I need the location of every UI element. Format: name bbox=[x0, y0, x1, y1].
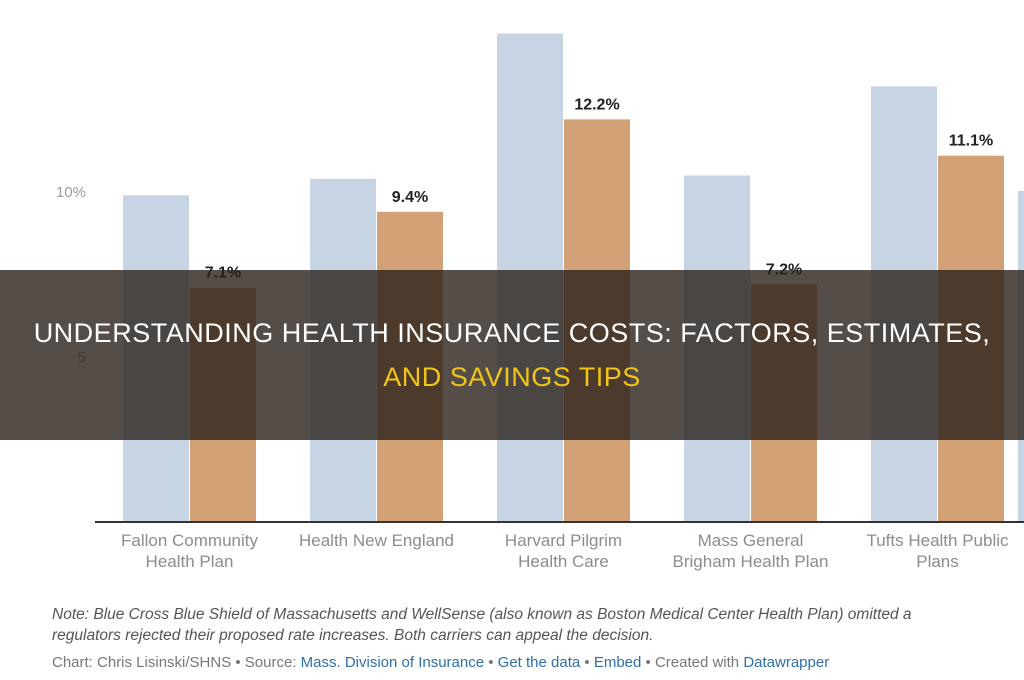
chart-credits: Chart: Chris Lisinski/SHNS • Source: Mas… bbox=[52, 652, 1022, 673]
credits-created-prefix: • Created with bbox=[641, 654, 744, 671]
data-label: 12.2% bbox=[574, 96, 619, 113]
note-line-2: regulators rejected their proposed rate … bbox=[52, 627, 654, 644]
category-label: Tufts Health Public bbox=[866, 531, 1009, 550]
title-banner: Understanding Health Insurance Costs: Fa… bbox=[0, 270, 1024, 440]
credits-separator-1: • bbox=[484, 654, 498, 671]
category-label: Plans bbox=[916, 552, 959, 571]
note-line-1: Note: Blue Cross Blue Shield of Massachu… bbox=[52, 606, 912, 623]
category-label: Health Care bbox=[518, 552, 609, 571]
banner-title-line-1: Understanding Health Insurance Costs: Fa… bbox=[33, 318, 991, 348]
credits-author-prefix: Chart: Chris Lisinski/SHNS • Source: bbox=[52, 654, 301, 671]
banner-title-line-2: And Savings Tips bbox=[383, 362, 641, 392]
embed-link[interactable]: Embed bbox=[593, 654, 642, 671]
chart-notes: Note: Blue Cross Blue Shield of Massachu… bbox=[52, 604, 1022, 673]
y-tick-label: 10% bbox=[56, 184, 86, 201]
category-label: Mass General bbox=[698, 531, 804, 550]
data-label: 9.4% bbox=[392, 189, 428, 206]
category-label: Harvard Pilgrim bbox=[505, 531, 622, 550]
get-the-data-link[interactable]: Get the data bbox=[497, 654, 581, 671]
category-label: Health Plan bbox=[146, 552, 234, 571]
datawrapper-link[interactable]: Datawrapper bbox=[743, 654, 830, 671]
category-label: Brigham Health Plan bbox=[673, 552, 829, 571]
source-link[interactable]: Mass. Division of Insurance bbox=[300, 654, 485, 671]
category-label: Health New England bbox=[299, 531, 454, 550]
category-label: Fallon Community bbox=[121, 531, 258, 550]
credits-separator-2: • bbox=[580, 654, 594, 671]
data-label: 11.1% bbox=[949, 133, 993, 150]
